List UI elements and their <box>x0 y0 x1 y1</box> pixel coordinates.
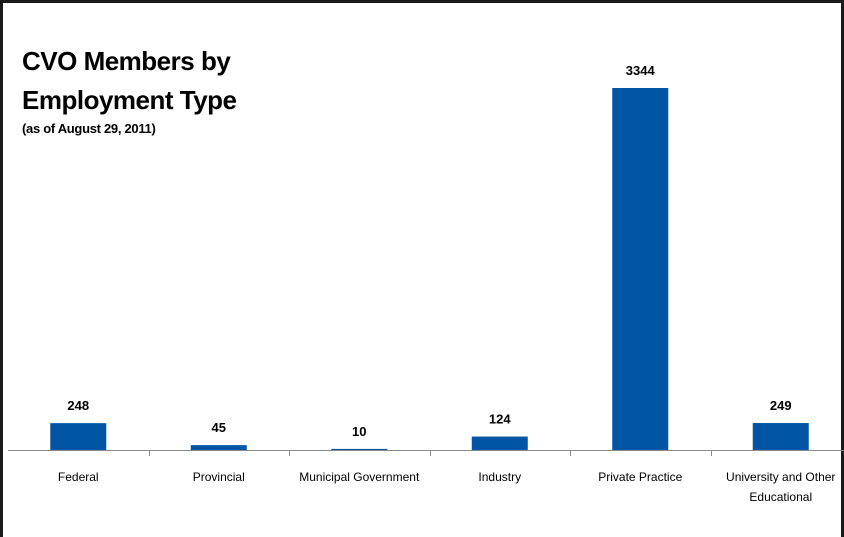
bar <box>471 436 528 450</box>
chart-title-block: CVO Members by Employment Type (as of Au… <box>22 42 237 136</box>
bar-value-label: 45 <box>212 420 226 435</box>
bar <box>190 445 247 450</box>
bar-value-label: 124 <box>489 412 511 427</box>
x-tick-label: Private Practice <box>598 470 682 484</box>
x-tick-label: Provincial <box>193 470 245 484</box>
bar <box>50 423 107 450</box>
bar-value-label: 3344 <box>626 63 656 78</box>
x-tick-label: Municipal Government <box>299 470 420 484</box>
bar <box>752 423 809 450</box>
bar <box>331 448 388 450</box>
chart-title-line-1: CVO Members by <box>22 46 231 76</box>
bar-value-label: 248 <box>67 398 89 413</box>
chart-title-line-2: Employment Type <box>22 85 237 115</box>
x-tick-label: Federal <box>58 470 99 484</box>
bar <box>612 88 669 450</box>
bar-value-label: 10 <box>352 424 366 439</box>
bar-value-label: 249 <box>770 398 792 413</box>
x-tick-label: University and Other <box>726 470 835 484</box>
x-tick-label: Industry <box>478 470 521 484</box>
x-tick-label: Educational <box>749 490 812 504</box>
chart-subtitle: (as of August 29, 2011) <box>22 121 156 136</box>
